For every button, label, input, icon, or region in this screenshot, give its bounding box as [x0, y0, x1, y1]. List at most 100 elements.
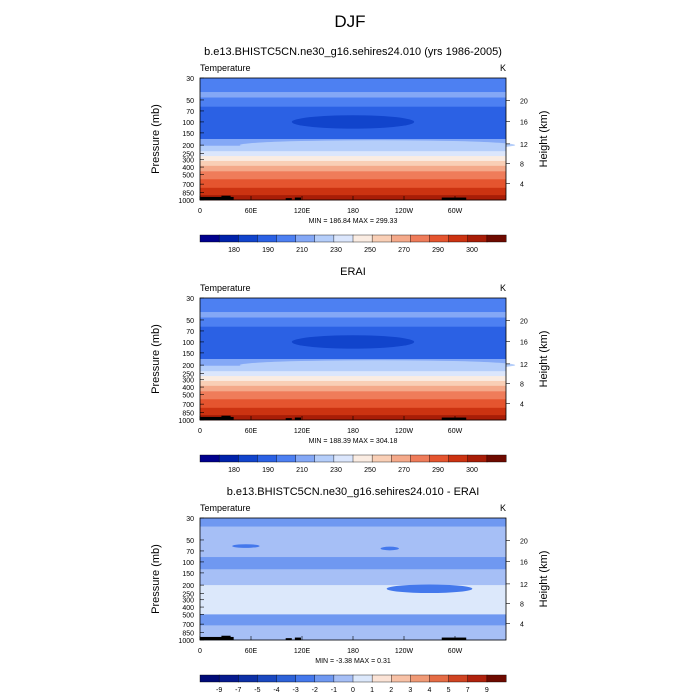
pressure-tick-label: 100: [182, 560, 194, 567]
pressure-tick-label: 400: [182, 385, 194, 392]
colorbar-tick-label: -9: [216, 687, 222, 694]
contour-band: [200, 160, 506, 167]
contour-band: [200, 385, 506, 392]
colorbar-tick-label: -7: [235, 687, 241, 694]
pressure-tick-label: 400: [182, 165, 194, 172]
colorbar-swatch: [276, 674, 297, 683]
y-axis-label: Pressure (mb): [150, 544, 162, 614]
pressure-tick-label: 850: [182, 411, 194, 418]
y2-axis-label: Height (km): [538, 331, 550, 388]
longitude-tick-label: 180: [347, 208, 359, 215]
pressure-tick-label: 250: [182, 152, 194, 159]
colorbar-tick-label: -1: [331, 687, 337, 694]
height-tick-label: 16: [520, 559, 528, 566]
topography-mask: [285, 418, 292, 420]
colorbar-tick-label: 230: [330, 467, 342, 474]
contour-band: [200, 376, 506, 382]
pressure-tick-label: 700: [182, 402, 194, 409]
min-max-stats: MIN = 188.39 MAX = 304.18: [309, 438, 398, 445]
topography-mask: [294, 197, 301, 200]
colorbar-tick-label: 210: [296, 467, 308, 474]
colorbar-swatch: [410, 454, 430, 463]
pressure-tick-label: 70: [186, 549, 194, 556]
y2-axis-label: Height (km): [538, 111, 550, 168]
colorbar-swatch: [333, 674, 354, 683]
topography-mask: [221, 415, 231, 420]
height-tick-label: 16: [520, 119, 528, 126]
pressure-tick-label: 50: [186, 318, 194, 325]
contour-band: [200, 179, 506, 189]
pressure-tick-label: 100: [182, 340, 194, 347]
height-tick-label: 20: [520, 319, 528, 326]
min-max-stats: MIN = 186.84 MAX = 299.33: [309, 218, 398, 225]
cold-tropopause-core: [291, 335, 415, 349]
colorbar-tick-label: 230: [330, 247, 342, 254]
contour-band: [200, 614, 506, 626]
colorbar-swatch: [333, 454, 354, 463]
colorbar-swatch: [238, 454, 258, 463]
panel-title: ERAI: [340, 266, 366, 278]
colorbar-tick-label: 1: [370, 687, 374, 694]
colorbar-tick-label: 7: [466, 687, 470, 694]
topography-mask: [441, 197, 467, 200]
colorbar-tick-label: 270: [398, 467, 410, 474]
contour-band: [200, 298, 506, 313]
colorbar-tick-label: 3: [408, 687, 412, 694]
colorbar-swatch: [371, 234, 392, 243]
colorbar-swatch: [448, 674, 469, 683]
colorbar-swatch: [352, 234, 373, 243]
colorbar-swatch: [467, 674, 488, 683]
longitude-tick-label: 120W: [395, 648, 414, 655]
height-tick-label: 4: [520, 402, 524, 409]
colorbar-swatch: [257, 454, 277, 463]
longitude-tick-label: 180: [347, 428, 359, 435]
topography-mask: [285, 198, 292, 200]
colorbar-tick-label: 210: [296, 247, 308, 254]
pressure-tick-label: 70: [186, 329, 194, 336]
pressure-tick-label: 150: [182, 351, 194, 358]
colorbar-swatch: [295, 454, 316, 463]
longitude-tick-label: 60E: [245, 428, 258, 435]
height-tick-label: 12: [520, 582, 528, 589]
colorbar-tick-label: 5: [447, 687, 451, 694]
near-zero-anomaly-lobe: [261, 592, 384, 605]
colorbar-swatch: [276, 234, 297, 243]
contour-band: [200, 156, 506, 162]
pressure-tick-label: 1000: [178, 638, 194, 645]
variable-label: Temperature: [200, 283, 251, 293]
topography-mask: [294, 417, 301, 420]
topography-mask: [200, 636, 234, 640]
topography-mask: [200, 196, 234, 200]
colorbar-tick-label: -5: [254, 687, 260, 694]
longitude-tick-label: 120W: [395, 428, 414, 435]
pressure-tick-label: 150: [182, 571, 194, 578]
colorbar-tick-label: 290: [432, 467, 444, 474]
contour-band: [200, 317, 506, 328]
longitude-tick-label: 0: [198, 208, 202, 215]
colorbar-swatch: [238, 234, 258, 243]
figure-title: DJF: [334, 12, 365, 31]
contour-band: [200, 399, 506, 409]
height-tick-label: 4: [520, 182, 524, 189]
colorbar-swatch: [352, 454, 373, 463]
pressure-tick-label: 400: [182, 605, 194, 612]
colorbar-swatch: [448, 234, 469, 243]
colorbar-tick-label: 290: [432, 247, 444, 254]
longitude-tick-label: 180: [347, 648, 359, 655]
pressure-tick-label: 50: [186, 538, 194, 545]
min-max-stats: MIN = -3.38 MAX = 0.31: [315, 658, 391, 665]
height-tick-label: 8: [520, 601, 524, 608]
height-tick-label: 12: [520, 362, 528, 369]
contour-band: [200, 165, 506, 172]
colorbar-swatch: [429, 454, 450, 463]
contour-band: [200, 312, 506, 318]
colorbar-tick-label: 180: [228, 467, 240, 474]
colorbar-swatch: [238, 674, 258, 683]
colorbar-tick-label: 190: [262, 467, 274, 474]
contour-band: [200, 407, 506, 416]
height-tick-label: 20: [520, 539, 528, 546]
pressure-tick-label: 70: [186, 109, 194, 116]
units-label: K: [500, 503, 506, 513]
height-tick-label: 12: [520, 142, 528, 149]
